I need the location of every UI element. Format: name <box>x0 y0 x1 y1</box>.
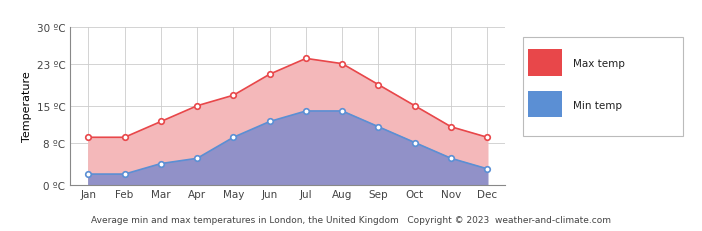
Bar <box>528 92 562 118</box>
FancyBboxPatch shape <box>523 38 683 137</box>
Text: Min temp: Min temp <box>574 100 623 110</box>
Text: Average min and max temperatures in London, the United Kingdom   Copyright © 202: Average min and max temperatures in Lond… <box>91 215 611 224</box>
Text: Max temp: Max temp <box>574 59 625 69</box>
Bar <box>528 50 562 76</box>
Y-axis label: Temperature: Temperature <box>22 71 32 141</box>
